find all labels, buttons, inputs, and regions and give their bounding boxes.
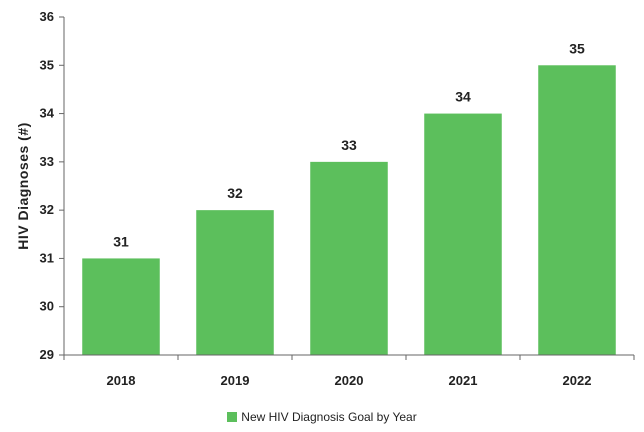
bar-series: 31 32 33 34 35 [82, 40, 616, 356]
x-axis: 2018 2019 2020 2021 2022 [63, 354, 635, 388]
y-tick-label: 33 [40, 154, 54, 169]
data-label-2019: 32 [227, 185, 243, 201]
y-tick-label: 35 [40, 57, 54, 72]
bar-2019 [196, 210, 274, 355]
y-tick-label: 36 [40, 9, 54, 24]
legend: New HIV Diagnosis Goal by Year [0, 410, 644, 424]
y-axis-title: HIV Diagnoses (#) [15, 122, 31, 250]
x-tick-label-2018: 2018 [107, 373, 136, 388]
bar-2018 [82, 258, 160, 355]
data-label-2020: 33 [341, 137, 357, 153]
legend-label: New HIV Diagnosis Goal by Year [241, 410, 417, 424]
y-axis: 29 30 31 32 33 34 35 36 [40, 9, 65, 362]
bar-2022 [538, 65, 616, 356]
x-tick-label-2021: 2021 [449, 373, 478, 388]
y-tick-label: 32 [40, 202, 54, 217]
x-tick-label-2020: 2020 [335, 373, 364, 388]
y-tick-label: 29 [40, 347, 54, 362]
x-tick-label-2019: 2019 [221, 373, 250, 388]
bar-2021 [424, 113, 502, 355]
data-label-2022: 35 [569, 40, 585, 56]
y-tick-label: 31 [40, 250, 54, 265]
bar-2020 [310, 161, 388, 355]
legend-swatch [227, 412, 238, 422]
data-label-2018: 31 [113, 233, 129, 249]
y-tick-label: 30 [40, 299, 54, 314]
x-tick-label-2022: 2022 [563, 373, 592, 388]
y-tick-label: 34 [40, 106, 55, 121]
data-label-2021: 34 [455, 89, 471, 105]
